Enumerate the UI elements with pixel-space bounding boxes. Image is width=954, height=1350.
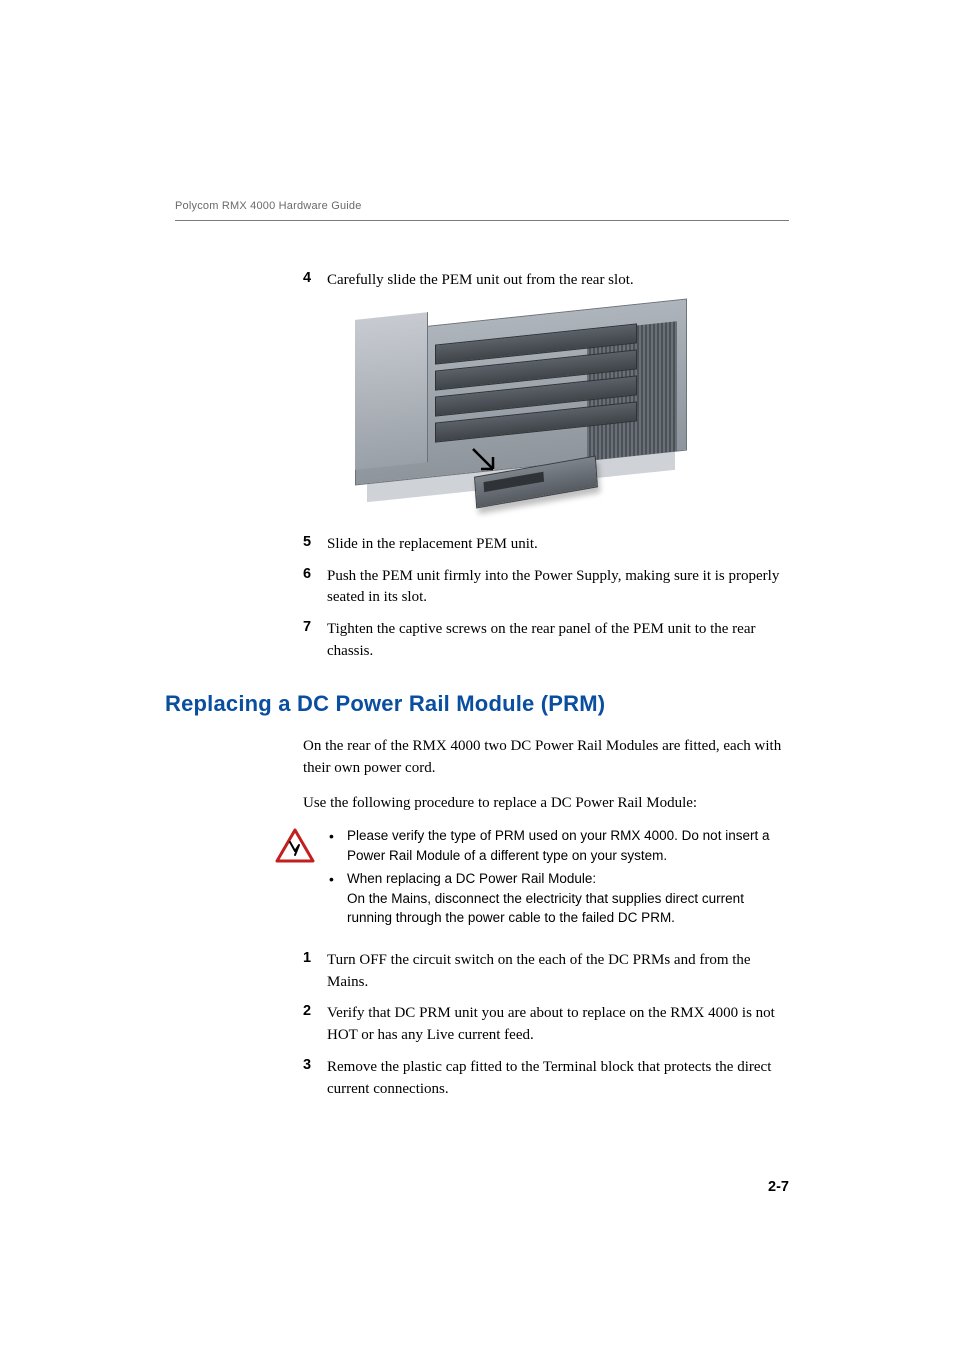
step-number: 1	[303, 950, 327, 966]
step-number: 2	[303, 1003, 327, 1019]
step-text: Push the PEM unit firmly into the Power …	[327, 566, 789, 610]
list-item: 1 Turn OFF the circuit switch on the eac…	[175, 950, 789, 994]
step-number: 3	[303, 1057, 327, 1073]
page-number: 2-7	[768, 1179, 789, 1195]
list-item: 2 Verify that DC PRM unit you are about …	[175, 1003, 789, 1047]
step-number: 5	[303, 534, 327, 550]
warning-bullet: When replacing a DC Power Rail Module: O…	[329, 869, 789, 928]
warning-text: On the Mains, disconnect the electricity…	[347, 891, 744, 926]
warning-block: Please verify the type of PRM used on yo…	[275, 826, 789, 932]
running-header: Polycom RMX 4000 Hardware Guide	[175, 200, 789, 221]
step-text: Turn OFF the circuit switch on the each …	[327, 950, 789, 994]
figure-container	[345, 306, 789, 516]
chassis-left-panel-icon	[355, 312, 428, 470]
body-paragraph: On the rear of the RMX 4000 two DC Power…	[303, 735, 789, 780]
running-header-text: Polycom RMX 4000 Hardware Guide	[175, 200, 789, 212]
header-rule	[175, 220, 789, 221]
list-item: 7 Tighten the captive screws on the rear…	[175, 619, 789, 663]
step-number: 4	[303, 270, 327, 286]
step-text: Tighten the captive screws on the rear p…	[327, 619, 789, 663]
warning-text: Please verify the type of PRM used on yo…	[347, 828, 769, 863]
step-text: Verify that DC PRM unit you are about to…	[327, 1003, 789, 1047]
section-heading: Replacing a DC Power Rail Module (PRM)	[165, 691, 789, 717]
list-item: 5 Slide in the replacement PEM unit.	[175, 534, 789, 556]
warning-list: Please verify the type of PRM used on yo…	[329, 826, 789, 932]
step-text: Carefully slide the PEM unit out from th…	[327, 270, 634, 292]
step-text: Remove the plastic cap fitted to the Ter…	[327, 1057, 789, 1101]
page: Polycom RMX 4000 Hardware Guide 4 Carefu…	[0, 0, 954, 1350]
warning-icon	[275, 828, 315, 864]
pem-removal-figure	[345, 306, 695, 516]
warning-bullet: Please verify the type of PRM used on yo…	[329, 826, 789, 865]
step-number: 7	[303, 619, 327, 635]
list-item: 6 Push the PEM unit firmly into the Powe…	[175, 566, 789, 610]
step-number: 6	[303, 566, 327, 582]
step-text: Slide in the replacement PEM unit.	[327, 534, 538, 556]
list-item: 4 Carefully slide the PEM unit out from …	[175, 270, 789, 292]
body-paragraph: Use the following procedure to replace a…	[303, 792, 789, 815]
list-item: 3 Remove the plastic cap fitted to the T…	[175, 1057, 789, 1101]
warning-text: When replacing a DC Power Rail Module:	[347, 871, 596, 886]
content-area: 4 Carefully slide the PEM unit out from …	[175, 270, 789, 1110]
